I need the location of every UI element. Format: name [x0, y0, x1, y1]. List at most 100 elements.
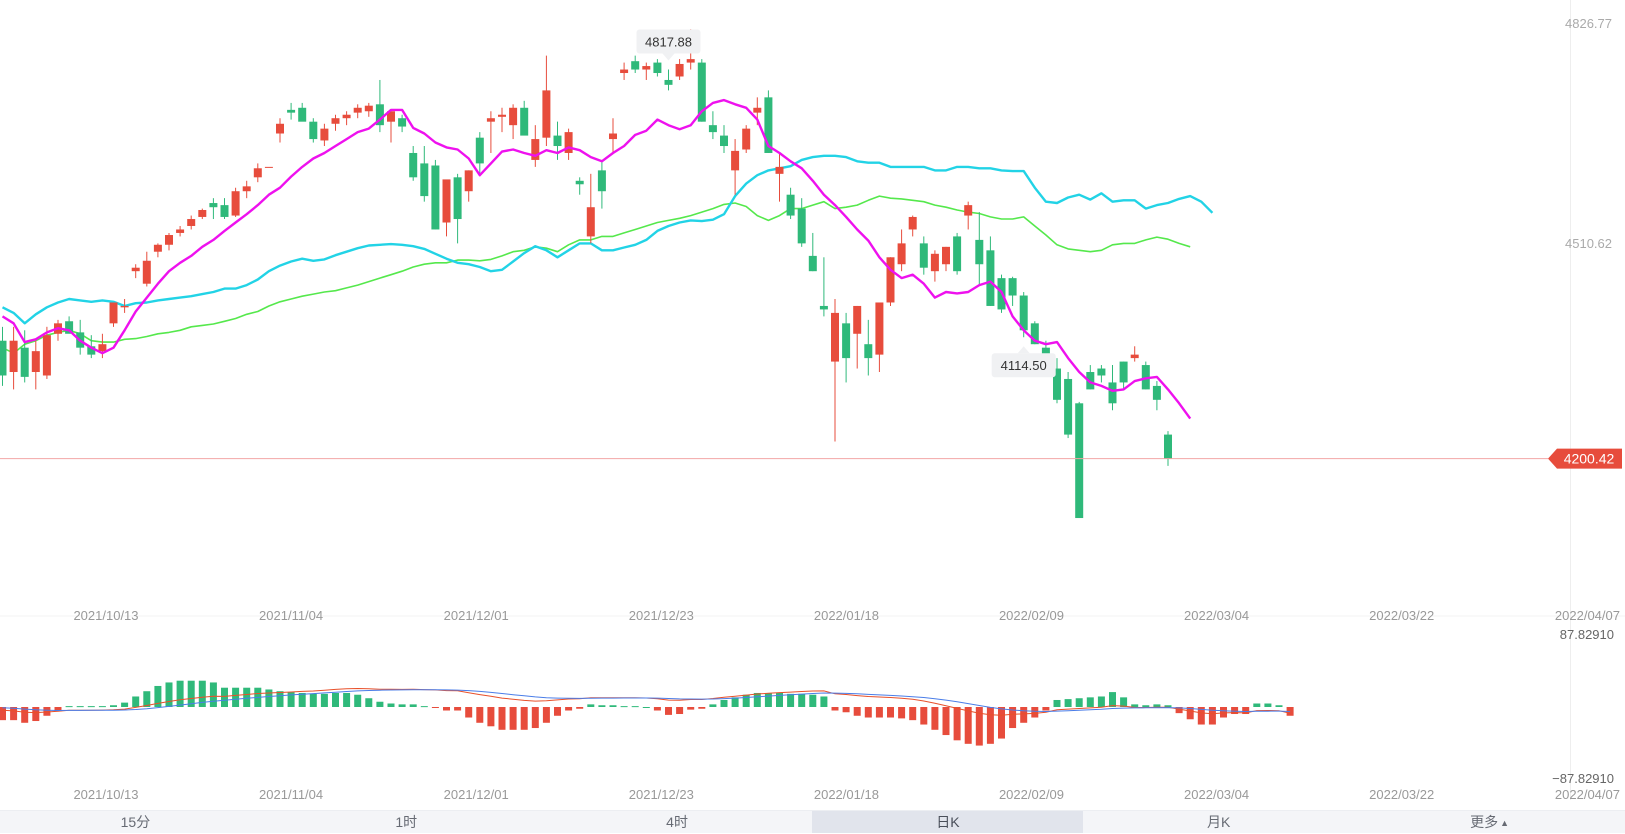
candle: [775, 152, 784, 202]
candle: [276, 118, 284, 143]
macd-bar: [642, 707, 650, 708]
caret-up-icon: ▲: [1500, 818, 1510, 828]
macd-bar: [898, 707, 906, 719]
candle-body: [31, 351, 40, 373]
macd-bar: [87, 706, 95, 708]
macd-bar: [1186, 707, 1194, 720]
macd-bar: [953, 707, 961, 741]
candle-body: [842, 323, 851, 359]
price-tick-label: 4826.77: [1565, 16, 1612, 31]
macd-max-label: 87.82910: [1560, 627, 1614, 642]
candle-body: [231, 191, 240, 216]
candle: [1097, 365, 1106, 383]
candle: [287, 102, 296, 120]
tab-more[interactable]: 更多 ▲: [1354, 811, 1625, 833]
date-tick-label: 2022/03/22: [1369, 787, 1434, 802]
macd-bar: [1197, 707, 1205, 725]
date-tick-label: 2022/03/04: [1184, 787, 1249, 802]
candle: [98, 333, 107, 359]
candle-body: [720, 135, 728, 147]
tab-1h[interactable]: 1时: [271, 811, 542, 833]
date-tick-label: 2021/12/01: [444, 787, 509, 802]
price-axis-ticks: 4826.77 4510.62: [1565, 16, 1612, 251]
candle: [1075, 401, 1084, 519]
macd-bar: [531, 707, 539, 729]
date-tick-label: 2021/12/01: [444, 608, 509, 623]
candle-body: [1152, 385, 1161, 400]
candle-body: [797, 208, 806, 244]
macd-bar: [964, 707, 972, 744]
candle: [564, 128, 573, 160]
candle: [464, 170, 473, 202]
macd-bar: [776, 692, 783, 707]
candle-body: [331, 118, 340, 124]
macd-bar: [1208, 707, 1216, 725]
candle-body: [942, 246, 950, 265]
candle-body: [1097, 368, 1106, 376]
macd-bar: [631, 706, 639, 708]
low-annotation: 4114.50: [991, 346, 1056, 378]
low-price-box: [991, 353, 1056, 378]
high-annotation: 4817.88: [636, 29, 701, 61]
tab-daily[interactable]: 日K: [812, 811, 1084, 833]
candle-body: [819, 305, 828, 310]
macd-bar: [509, 707, 517, 730]
candle: [0, 326, 7, 386]
tab-monthly[interactable]: 月K: [1083, 811, 1354, 833]
candle-body: [775, 166, 784, 174]
macd-bar: [332, 692, 339, 707]
candle: [253, 163, 262, 183]
macd-bar: [276, 691, 284, 707]
tab-15min[interactable]: 15分: [0, 811, 271, 833]
date-tick-label: 2021/10/13: [73, 787, 138, 802]
tab-label: 更多: [1470, 814, 1499, 830]
candle-body: [498, 114, 506, 117]
macd-bar: [354, 694, 362, 707]
macd-bar: [1031, 707, 1039, 718]
candle-body: [464, 170, 473, 192]
macd-bar: [110, 705, 117, 707]
candle: [142, 251, 151, 287]
macd-bar: [121, 702, 129, 707]
macd-bar: [376, 701, 384, 707]
candle: [209, 198, 218, 220]
macd-bar: [875, 707, 883, 718]
ma-slow-path: [2, 195, 1191, 355]
macd-bar: [21, 707, 29, 723]
candle-body: [398, 118, 407, 127]
candle: [242, 180, 251, 199]
candle: [353, 104, 362, 119]
macd-bar: [198, 680, 206, 707]
candle-body: [176, 229, 185, 233]
candle-body: [42, 335, 51, 376]
candle: [853, 305, 862, 369]
candle: [575, 177, 584, 195]
candle: [864, 319, 873, 376]
candle: [886, 257, 895, 306]
macd-dea-line: [2, 689, 1291, 713]
candle-body: [1108, 382, 1117, 404]
tab-4h[interactable]: 4时: [542, 811, 813, 833]
candle: [964, 201, 973, 230]
macd-bar: [587, 704, 595, 707]
candle: [1086, 365, 1095, 390]
kline-chart[interactable]: 4200.42 4817.88 4114.50 4826.77 4510.62 …: [0, 0, 1625, 810]
macd-min-label: −87.82910: [1552, 771, 1614, 786]
candle-body: [0, 340, 7, 376]
macd-bar: [653, 707, 661, 711]
date-tick-label: 2022/01/18: [814, 608, 879, 623]
candle: [420, 146, 429, 202]
candle: [220, 198, 229, 220]
macd-bar: [498, 707, 506, 730]
candle-body: [475, 137, 484, 164]
macd-bar: [98, 706, 106, 708]
candle: [975, 212, 984, 286]
macd-bar: [1020, 707, 1028, 723]
date-tick-label: 2022/02/09: [999, 608, 1064, 623]
candle-body: [853, 305, 862, 334]
date-tick-label: 2021/12/23: [629, 608, 694, 623]
low-price-pointer: [1017, 346, 1030, 354]
candle-body: [597, 170, 606, 192]
high-price-box: [636, 29, 701, 54]
macd-bar: [309, 693, 317, 707]
